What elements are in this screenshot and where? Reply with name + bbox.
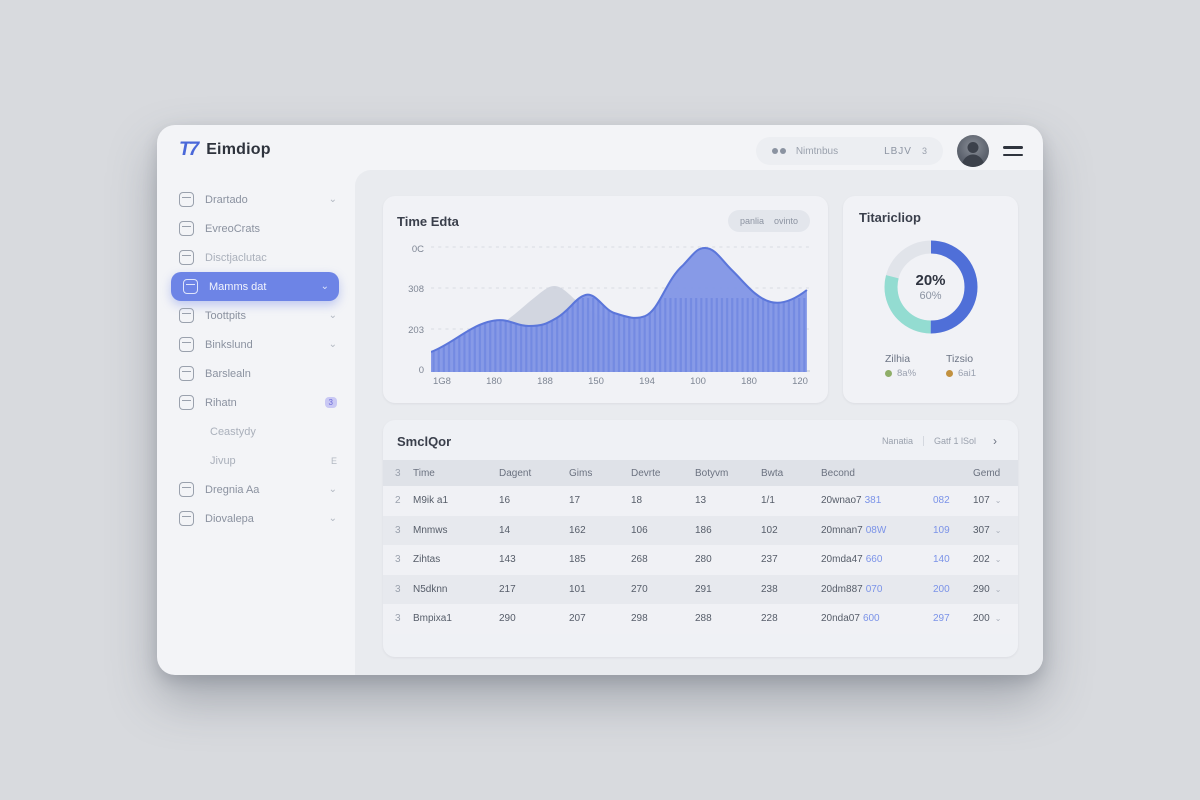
- dashboard-window: T7 Eimdiop Nimtnbus LBJV 3 Drartado ⌄ Ev…: [157, 125, 1043, 675]
- legend-item-0: Zilhia 8a%: [885, 353, 917, 379]
- table-row[interactable]: 3 N5dknn 217 101 270 291 238 20dm887 070 …: [383, 574, 1018, 604]
- area-chart: [431, 246, 810, 372]
- legend-dot-green: [885, 370, 892, 377]
- settings-icon: [179, 511, 194, 526]
- header-shortcut-label: LBJV: [884, 145, 912, 157]
- folder-icon: [179, 395, 194, 410]
- chevron-down-icon[interactable]: ⌄: [994, 614, 1002, 624]
- donut-value-primary: 20%: [915, 272, 946, 289]
- table-row[interactable]: 3 Mnmws 14 162 106 186 102 20mnan7 08W 10…: [383, 515, 1018, 545]
- table-filter-label[interactable]: Nanatia: [881, 436, 913, 446]
- chevron-down-icon: ⌄: [328, 339, 337, 350]
- chevron-down-icon: ⌄: [328, 310, 337, 321]
- sidebar-item-1[interactable]: EvreoCrats: [157, 214, 355, 243]
- avatar[interactable]: [957, 135, 989, 167]
- sidebar-item-11[interactable]: Diovalepa ⌄: [157, 504, 355, 533]
- header-status-pill[interactable]: Nimtnbus LBJV 3: [755, 137, 943, 165]
- logo-icon: T7: [179, 139, 199, 160]
- table-header-row: 3 Time Dagent Gims Devrte Botyvm Bwta Be…: [383, 460, 1018, 486]
- sidebar-item-9[interactable]: Jivup E: [210, 454, 337, 467]
- analytics-icon: [183, 279, 198, 294]
- inbox-icon: [179, 308, 194, 323]
- sidebar-item-5[interactable]: Binkslund ⌄: [157, 330, 355, 359]
- chevron-down-icon[interactable]: ⌄: [994, 584, 1002, 594]
- table-sort-label[interactable]: Gatf 1 lSol: [933, 436, 976, 446]
- sidebar-item-4[interactable]: Toottpits ⌄: [157, 301, 355, 330]
- sidebar-item-7[interactable]: Rihatn 3: [157, 388, 355, 417]
- sidebar-item-2[interactable]: Disctjaclutac: [157, 243, 355, 272]
- time-chart-card: Time Edta panlia ovinto 0C 308 203 0: [383, 196, 828, 403]
- table-card: SmclQor Nanatia Gatf 1 lSol › 3 Time Dag…: [383, 420, 1018, 657]
- sidebar-item-3-active[interactable]: Mamms dat ⌄: [171, 272, 339, 301]
- grid-icon: [179, 482, 194, 497]
- item-suffix: E: [330, 455, 337, 466]
- sidebar-item-8[interactable]: Ceastydy: [210, 425, 256, 438]
- chart-filter-toggle[interactable]: panlia ovinto: [727, 210, 810, 232]
- donut-chart: [884, 240, 977, 334]
- sidebar-item-10[interactable]: Dregnia Aa ⌄: [157, 475, 355, 504]
- chevron-down-icon: ⌄: [328, 484, 337, 495]
- dots-icon: [771, 148, 786, 154]
- divider: [922, 436, 924, 446]
- table-row[interactable]: 3 Bmpixa1 290 207 298 288 228 20nda07 600…: [383, 604, 1018, 634]
- sidebar: Drartado ⌄ EvreoCrats Disctjaclutac Mamm…: [157, 185, 355, 533]
- chevron-down-icon[interactable]: ⌄: [994, 555, 1002, 565]
- donut-title: Titaricliop: [859, 210, 921, 225]
- chevron-down-icon: ⌄: [328, 513, 337, 524]
- main-content: Time Edta panlia ovinto 0C 308 203 0: [355, 170, 1043, 675]
- menu-icon[interactable]: [1003, 146, 1023, 156]
- table-title: SmclQor: [397, 433, 452, 449]
- chevron-down-icon: ⌄: [328, 194, 337, 205]
- legend-dot-amber: [946, 370, 954, 377]
- header-pill-label: Nimtnbus: [795, 145, 839, 157]
- chart-title: Time Edta: [397, 213, 459, 229]
- sidebar-item-6[interactable]: Barslealn: [157, 359, 355, 388]
- sidebar-item-0[interactable]: Drartado ⌄: [157, 185, 355, 214]
- chevron-down-icon[interactable]: ⌄: [994, 496, 1002, 506]
- dashboard-icon: [179, 192, 194, 207]
- item-badge: 3: [324, 397, 337, 408]
- app-title: Eimdiop: [206, 141, 271, 158]
- reports-icon: [179, 221, 194, 236]
- table-row[interactable]: 2 M9ik a1 16 17 18 13 1/1 20wnao7 381 082…: [383, 486, 1018, 516]
- header-badge: 3: [921, 146, 927, 156]
- chevron-down-icon: ⌄: [320, 281, 329, 292]
- x-axis: 1G8 180 188 150 194 100 180 120: [433, 376, 808, 387]
- table-row[interactable]: 3 Zihtas 143 185 268 280 237 20mda47 660 …: [383, 545, 1018, 575]
- calendar-icon: [179, 337, 194, 352]
- donut-card: Titaricliop 20% 60% Zilhia 8a%: [843, 196, 1018, 403]
- donut-legend: Zilhia 8a% Tizsio 6ai1: [859, 353, 1002, 379]
- layers-icon: [179, 366, 194, 381]
- person-icon: [961, 142, 985, 167]
- chevron-down-icon[interactable]: ⌄: [994, 525, 1002, 535]
- y-axis: 0C 308 203 0: [408, 244, 424, 376]
- legend-item-1: Tizsio 6ai1: [946, 353, 976, 379]
- documents-icon: [179, 250, 194, 265]
- donut-value-secondary: 60%: [919, 290, 942, 302]
- next-page-button[interactable]: ›: [993, 434, 997, 448]
- app-logo: T7 Eimdiop: [179, 139, 271, 161]
